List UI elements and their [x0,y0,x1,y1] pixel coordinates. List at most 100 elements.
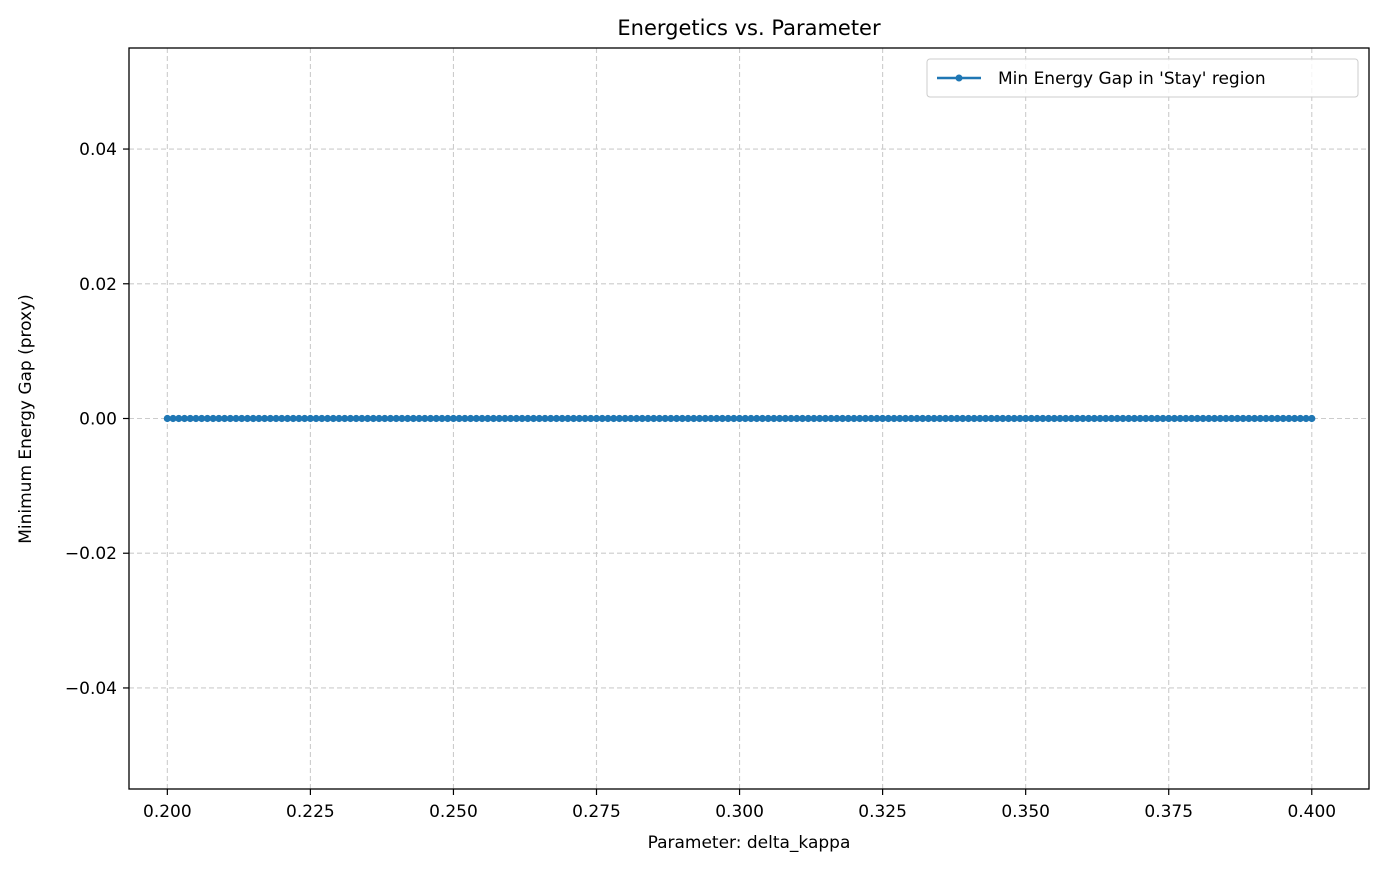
data-point [884,414,892,423]
data-point [827,414,835,423]
data-point [495,414,503,423]
data-point [678,414,686,423]
data-point [501,414,509,423]
data-point [1004,414,1013,423]
data-point [850,414,858,423]
data-point [753,414,761,423]
y-tick-label: 0.02 [79,275,117,295]
data-point [541,414,549,423]
data-point [804,414,812,423]
data-point [507,414,515,423]
data-point [404,414,412,423]
data-point [724,414,732,423]
y-axis-label: Minimum Energy Gap (proxy) [16,294,36,544]
data-point [592,414,601,423]
data-point [1102,414,1110,423]
data-point [964,414,973,423]
data-point [215,414,223,423]
data-point [627,414,635,423]
data-point [238,414,246,423]
data-point [449,414,458,423]
data-point [970,414,978,423]
data-point [982,414,990,423]
data-point [1262,414,1270,423]
data-point [1033,414,1041,423]
data-point [472,414,480,423]
data-point [529,414,538,423]
data-point [1050,414,1058,423]
data-point [747,414,755,423]
data-point [535,414,543,423]
data-point [1308,414,1316,423]
data-point [575,414,583,423]
data-point [1090,414,1098,423]
data-point [695,414,704,423]
data-point [615,414,623,423]
data-point [838,414,847,423]
data-point [1113,414,1121,423]
data-point [524,414,532,423]
data-point [941,414,950,423]
data-point [484,414,492,423]
data-point [1170,414,1179,423]
x-tick-label: 0.350 [1001,802,1050,822]
data-point [707,414,715,423]
x-tick-label: 0.275 [572,802,621,822]
data-point [335,414,343,423]
data-point [758,414,767,423]
data-point [667,414,675,423]
data-point [1044,414,1053,423]
x-tick-label: 0.250 [429,802,478,822]
data-point [867,414,875,423]
data-point [1096,414,1104,423]
data-point [547,414,555,423]
data-point [398,414,406,423]
data-point [220,414,229,423]
data-point [415,414,423,423]
x-tick-label: 0.325 [858,802,907,822]
y-tick-label: 0.00 [79,410,117,430]
data-point [392,414,400,423]
data-point [1216,414,1224,423]
data-point [581,414,589,423]
data-point [289,414,297,423]
data-point [518,414,526,423]
data-point [278,414,286,423]
data-point [776,414,784,423]
data-point [346,414,355,423]
data-point [261,414,269,423]
x-tick-label: 0.300 [715,802,764,822]
data-point [987,414,995,423]
data-point [381,414,389,423]
data-point [455,414,463,423]
data-point [323,414,332,423]
data-point [907,414,915,423]
data-point [1222,414,1230,423]
data-point [192,414,200,423]
data-point [718,414,726,423]
data-point [421,414,429,423]
data-point [461,414,469,423]
data-point [587,414,595,423]
data-point [318,414,326,423]
data-point [713,414,721,423]
data-point [232,414,240,423]
data-point [1107,414,1116,423]
data-point [570,414,578,423]
data-point [432,414,440,423]
data-point [1273,414,1282,423]
data-point [913,414,921,423]
data-point [644,414,652,423]
data-point [564,414,572,423]
data-point [175,414,183,423]
x-axis-label: Parameter: delta_kappa [648,833,851,853]
data-point [283,414,292,423]
legend-label: Min Energy Gap in 'Stay' region [998,69,1266,89]
data-point [1250,414,1259,423]
data-point [1268,414,1276,423]
data-point [798,414,807,423]
data-point [861,414,870,423]
data-point [1176,414,1184,423]
data-point [604,414,612,423]
